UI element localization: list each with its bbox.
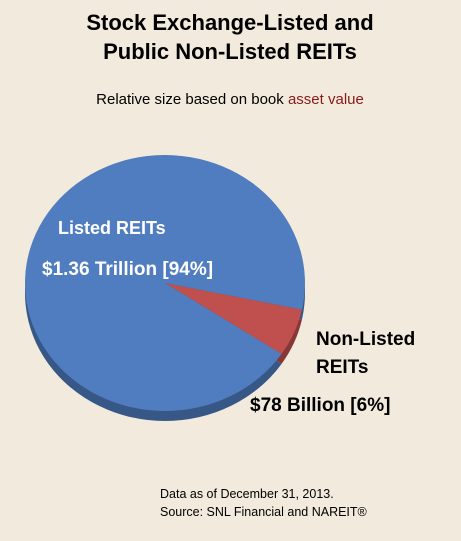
slice [165, 283, 302, 354]
slice-label: Listed REITs [58, 218, 166, 238]
slice [25, 154, 306, 411]
chart-subtitle: Relative size based on book asset value [96, 91, 364, 108]
note: Source: SNL Financial and NAREIT® [160, 505, 368, 519]
subtitle-text: Relative size based on book [96, 91, 284, 108]
note: Data as of December 31, 2013. [160, 487, 334, 501]
subtitle-highlight: asset value [288, 91, 364, 108]
chart-title: Public Non-Listed REITs [103, 39, 357, 64]
chart-title: Stock Exchange-Listed and [86, 10, 373, 35]
value-label: $78 Billion [6%] [250, 395, 391, 416]
slice-label: Non-Listed REITs [316, 329, 416, 378]
value-label: $1.36 Trillion [94%] [42, 259, 214, 280]
